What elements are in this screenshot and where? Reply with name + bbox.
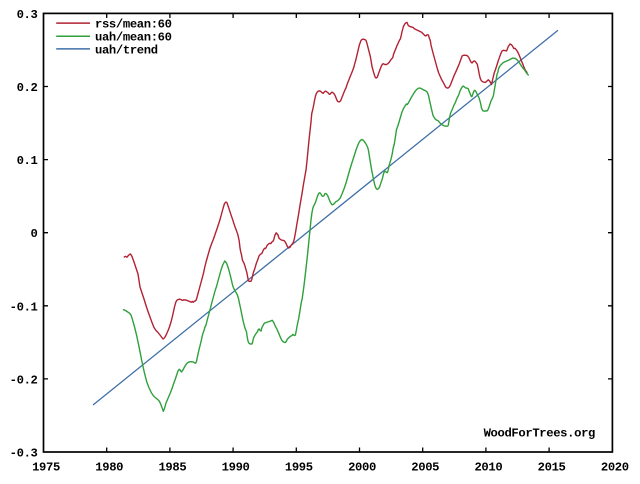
svg-text:1980: 1980 [95,460,123,474]
svg-text:0.3: 0.3 [17,8,38,22]
svg-text:2020: 2020 [601,460,629,474]
svg-text:1990: 1990 [222,460,250,474]
svg-text:1995: 1995 [285,460,313,474]
svg-text:2010: 2010 [474,460,502,474]
svg-text:uah/mean:60: uah/mean:60 [95,31,172,45]
svg-text:rss/mean:60: rss/mean:60 [95,18,172,32]
svg-text:0.2: 0.2 [17,81,38,95]
svg-text:2015: 2015 [538,460,566,474]
svg-text:2000: 2000 [348,460,376,474]
svg-text:0: 0 [31,227,38,241]
svg-text:uah/trend: uah/trend [95,43,158,57]
svg-text:-0.2: -0.2 [10,373,38,387]
svg-text:WoodForTrees.org: WoodForTrees.org [484,426,595,440]
svg-text:1985: 1985 [158,460,186,474]
svg-text:1975: 1975 [32,460,60,474]
svg-text:2005: 2005 [411,460,439,474]
svg-text:-0.1: -0.1 [10,300,38,314]
svg-text:-0.3: -0.3 [10,446,38,460]
svg-text:0.1: 0.1 [17,154,38,168]
